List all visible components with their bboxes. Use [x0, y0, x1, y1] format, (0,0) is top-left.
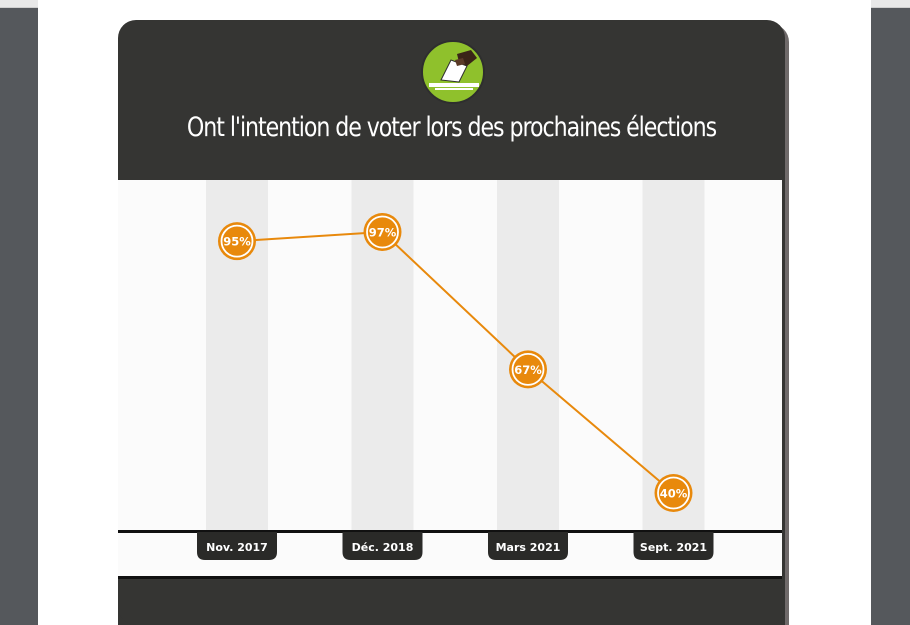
data-point — [654, 474, 693, 512]
x-tick-label: Sept. 2021 — [640, 541, 707, 554]
category-tab — [342, 532, 423, 560]
data-label: 97% — [369, 226, 397, 240]
category-tab — [197, 532, 277, 560]
data-point-ring — [511, 352, 545, 386]
data-point-ring — [220, 224, 254, 258]
x-tick-label: Nov. 2017 — [206, 541, 268, 554]
category-tab — [633, 532, 714, 560]
x-axis-line — [118, 530, 782, 533]
data-label: 95% — [223, 235, 251, 249]
data-point-ring — [366, 215, 399, 249]
category-tab — [488, 532, 568, 560]
series-line — [236, 230, 675, 494]
x-axis-bottom-line — [118, 576, 782, 579]
data-point-ring — [657, 476, 690, 510]
ballot-box-icon — [421, 40, 485, 104]
category-band — [642, 180, 705, 530]
data-label: 40% — [660, 487, 688, 501]
card-footer — [118, 578, 785, 625]
chart-title: Ont l'intention de voter lors des procha… — [186, 112, 717, 143]
data-label: 67% — [514, 363, 542, 377]
x-tick-label: Déc. 2018 — [352, 541, 414, 554]
data-point — [363, 213, 402, 251]
data-point — [218, 222, 256, 261]
data-point — [509, 350, 547, 389]
x-tick-label: Mars 2021 — [496, 541, 561, 554]
